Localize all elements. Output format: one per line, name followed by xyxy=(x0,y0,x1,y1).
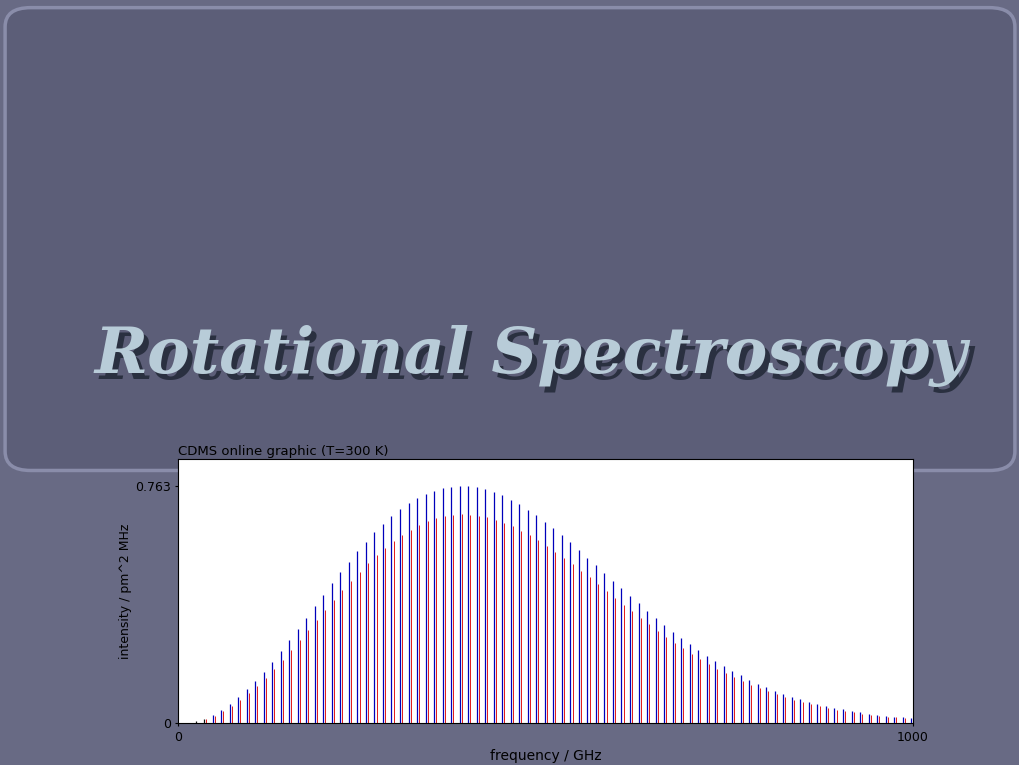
Text: CDMS online graphic (T=300 K): CDMS online graphic (T=300 K) xyxy=(178,444,388,457)
Text: Rotational Spectroscopy: Rotational Spectroscopy xyxy=(99,330,971,393)
X-axis label: frequency / GHz: frequency / GHz xyxy=(489,749,601,763)
Text: Rotational Spectroscopy: Rotational Spectroscopy xyxy=(94,324,966,387)
FancyBboxPatch shape xyxy=(5,8,1014,470)
Y-axis label: intensity / pm^2 MHz: intensity / pm^2 MHz xyxy=(119,523,132,659)
